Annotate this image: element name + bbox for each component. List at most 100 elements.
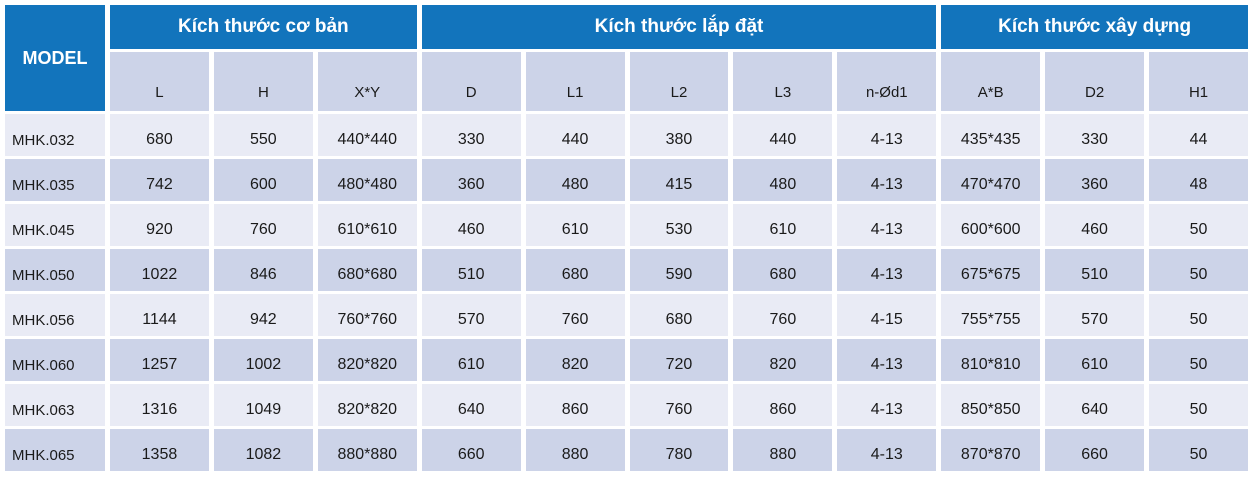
value-cell: 760: [213, 204, 313, 246]
value-cell: 330: [1045, 114, 1145, 156]
value-cell: 610: [525, 204, 625, 246]
value-cell: 570: [421, 294, 521, 336]
column-header-h1: H1: [1149, 52, 1248, 111]
value-cell: 44: [1149, 114, 1248, 156]
value-cell: 820*820: [317, 384, 417, 426]
table-row: MHK.056 1144 942 760*760 570 760 680 760 4-15 755…: [5, 294, 1248, 336]
sub-header-row: L H X*Y D L1 L2 L3 n-Ød1 A*B D2 H1: [5, 52, 1248, 111]
table-row: MHK.060 1257 1002 820*820 610 820 720 820 4-13 81…: [5, 339, 1248, 381]
value-cell: 675*675: [941, 249, 1041, 291]
value-cell: 440: [525, 114, 625, 156]
value-cell: 50: [1149, 249, 1248, 291]
value-cell: 330: [421, 114, 521, 156]
table-body: MHK.032 680 550 440*440 330 440 380 440 4-13 435*…: [5, 114, 1248, 471]
table-row: MHK.063 1316 1049 820*820 640 860 760 860 4-13 85…: [5, 384, 1248, 426]
value-cell: 880*880: [317, 429, 417, 471]
value-cell: 1358: [110, 429, 209, 471]
column-header-x-y: X*Y: [317, 52, 417, 111]
value-cell: 1082: [213, 429, 313, 471]
value-cell: 480*480: [317, 159, 417, 201]
model-cell: MHK.050: [5, 249, 105, 291]
model-column-header: MODEL: [5, 5, 105, 111]
value-cell: 660: [421, 429, 521, 471]
value-cell: 820*820: [317, 339, 417, 381]
column-header-l2: L2: [629, 52, 729, 111]
value-cell: 470*470: [941, 159, 1041, 201]
value-cell: 600: [213, 159, 313, 201]
value-cell: 846: [213, 249, 313, 291]
value-cell: 510: [421, 249, 521, 291]
value-cell: 760: [525, 294, 625, 336]
value-cell: 942: [213, 294, 313, 336]
column-header-l: L: [110, 52, 209, 111]
value-cell: 50: [1149, 294, 1248, 336]
group-header-construction-dimensions: Kích thước xây dựng: [941, 5, 1248, 49]
column-header-a-b: A*B: [941, 52, 1041, 111]
value-cell: 1257: [110, 339, 209, 381]
value-cell: 680: [733, 249, 833, 291]
value-cell: 610: [1045, 339, 1145, 381]
model-cell: MHK.045: [5, 204, 105, 246]
value-cell: 742: [110, 159, 209, 201]
value-cell: 760*760: [317, 294, 417, 336]
value-cell: 1144: [110, 294, 209, 336]
table-header: MODEL Kích thước cơ bản Kích thước lắp đ…: [5, 5, 1248, 111]
value-cell: 680: [110, 114, 209, 156]
value-cell: 850*850: [941, 384, 1041, 426]
value-cell: 680: [525, 249, 625, 291]
value-cell: 600*600: [941, 204, 1041, 246]
value-cell: 440: [733, 114, 833, 156]
value-cell: 4-13: [837, 339, 937, 381]
value-cell: 820: [525, 339, 625, 381]
value-cell: 550: [213, 114, 313, 156]
model-cell: MHK.056: [5, 294, 105, 336]
value-cell: 4-13: [837, 114, 937, 156]
value-cell: 590: [629, 249, 729, 291]
value-cell: 1049: [213, 384, 313, 426]
value-cell: 640: [1045, 384, 1145, 426]
value-cell: 510: [1045, 249, 1145, 291]
value-cell: 820: [733, 339, 833, 381]
value-cell: 640: [421, 384, 521, 426]
value-cell: 435*435: [941, 114, 1041, 156]
value-cell: 4-13: [837, 204, 937, 246]
value-cell: 760: [733, 294, 833, 336]
value-cell: 4-15: [837, 294, 937, 336]
value-cell: 860: [525, 384, 625, 426]
value-cell: 4-13: [837, 429, 937, 471]
table-row: MHK.050 1022 846 680*680 510 680 590 680 4-13 675…: [5, 249, 1248, 291]
column-header-l3: L3: [733, 52, 833, 111]
value-cell: 4-13: [837, 159, 937, 201]
table-row: MHK.032 680 550 440*440 330 440 380 440 4-13 435*…: [5, 114, 1248, 156]
value-cell: 530: [629, 204, 729, 246]
value-cell: 48: [1149, 159, 1248, 201]
value-cell: 880: [733, 429, 833, 471]
column-header-h: H: [213, 52, 313, 111]
value-cell: 360: [1045, 159, 1145, 201]
value-cell: 880: [525, 429, 625, 471]
column-header-d2: D2: [1045, 52, 1145, 111]
model-cell: MHK.035: [5, 159, 105, 201]
value-cell: 570: [1045, 294, 1145, 336]
value-cell: 50: [1149, 384, 1248, 426]
group-header-installation-dimensions: Kích thước lắp đặt: [421, 5, 937, 49]
value-cell: 4-13: [837, 249, 937, 291]
value-cell: 780: [629, 429, 729, 471]
value-cell: 760: [629, 384, 729, 426]
value-cell: 50: [1149, 204, 1248, 246]
value-cell: 360: [421, 159, 521, 201]
model-cell: MHK.065: [5, 429, 105, 471]
table-row: MHK.035 742 600 480*480 360 480 415 480 4-13 470*…: [5, 159, 1248, 201]
value-cell: 50: [1149, 339, 1248, 381]
value-cell: 50: [1149, 429, 1248, 471]
column-header-n-d1: n-Ød1: [837, 52, 937, 111]
value-cell: 4-13: [837, 384, 937, 426]
value-cell: 810*810: [941, 339, 1041, 381]
value-cell: 660: [1045, 429, 1145, 471]
value-cell: 610: [733, 204, 833, 246]
value-cell: 610: [421, 339, 521, 381]
value-cell: 920: [110, 204, 209, 246]
model-cell: MHK.063: [5, 384, 105, 426]
